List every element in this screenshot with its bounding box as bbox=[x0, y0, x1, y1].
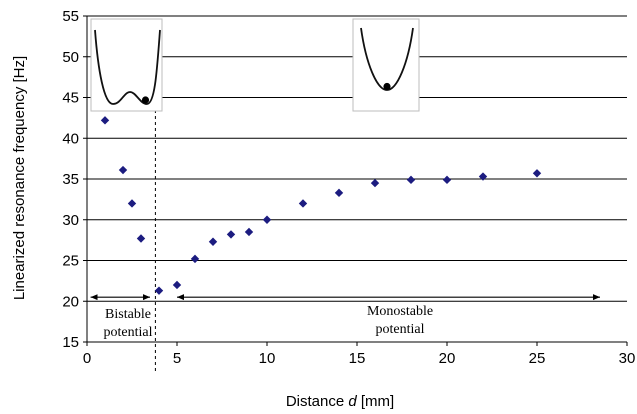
data-points bbox=[100, 116, 542, 295]
y-tick-label: 15 bbox=[62, 334, 79, 351]
y-tick-label: 55 bbox=[62, 8, 79, 25]
bistable-label-line2: potential bbox=[104, 325, 153, 340]
y-axis-title: Linearized resonance frequency [Hz] bbox=[11, 56, 28, 300]
data-point bbox=[370, 178, 380, 188]
y-tick-label: 45 bbox=[62, 90, 79, 107]
data-point bbox=[262, 215, 272, 224]
data-point bbox=[118, 165, 128, 175]
monostable-label-line1: Monostable bbox=[367, 304, 433, 319]
x-tick-label: 30 bbox=[619, 350, 636, 367]
data-point bbox=[136, 234, 146, 243]
data-point bbox=[478, 172, 488, 181]
x-tick-label: 5 bbox=[173, 350, 181, 367]
y-tick-label: 25 bbox=[62, 253, 79, 270]
data-point bbox=[532, 169, 542, 178]
x-axis-ticks: 0 5 10 15 20 25 30 bbox=[83, 342, 636, 367]
data-point bbox=[244, 227, 254, 237]
x-tick-label: 0 bbox=[83, 350, 91, 367]
data-point bbox=[154, 286, 164, 295]
data-point bbox=[334, 188, 344, 198]
y-tick-label: 20 bbox=[62, 293, 79, 310]
x-tick-label: 20 bbox=[439, 350, 456, 367]
data-point bbox=[442, 175, 452, 185]
data-point bbox=[208, 237, 218, 246]
x-tick-label: 15 bbox=[349, 350, 366, 367]
data-point bbox=[406, 175, 416, 185]
data-point bbox=[298, 199, 308, 208]
double-well-potential-inset bbox=[90, 18, 163, 112]
x-tick-label: 10 bbox=[259, 350, 276, 367]
y-tick-label: 30 bbox=[62, 212, 79, 229]
y-axis-ticks: 15 20 25 30 35 40 45 50 55 bbox=[62, 8, 87, 351]
data-point bbox=[127, 199, 137, 208]
y-tick-label: 35 bbox=[62, 171, 79, 188]
single-well-potential-inset bbox=[352, 18, 420, 112]
ball-icon bbox=[383, 82, 391, 91]
x-tick-label: 25 bbox=[529, 350, 546, 367]
monostable-label-line2: potential bbox=[376, 322, 425, 337]
data-point bbox=[172, 280, 182, 290]
data-point bbox=[100, 116, 110, 125]
y-tick-label: 50 bbox=[62, 49, 79, 66]
data-point bbox=[226, 230, 236, 239]
y-tick-label: 40 bbox=[62, 130, 79, 147]
bistable-label-line1: Bistable bbox=[105, 307, 151, 322]
x-axis-title: Distance d [mm] bbox=[286, 393, 394, 410]
data-point bbox=[190, 254, 200, 264]
ball-icon bbox=[141, 96, 150, 104]
